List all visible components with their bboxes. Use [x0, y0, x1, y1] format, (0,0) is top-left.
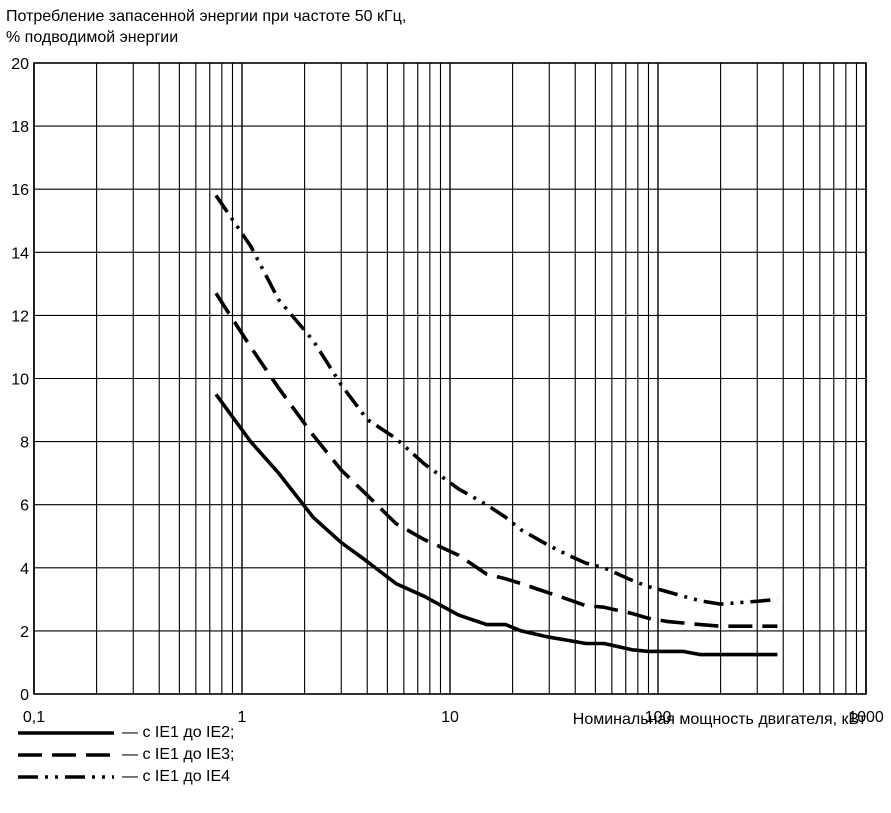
x-tick-label: 10	[441, 709, 459, 726]
plot-frame	[33, 62, 867, 695]
legend-item-ie3: — с IE1 до IE3;	[14, 744, 235, 766]
chart-title-line-2: % подводимой энергии	[6, 29, 179, 46]
chart-title-line-1: Потребление запасенной энергии при часто…	[6, 8, 407, 25]
y-tick-label: 20	[11, 56, 29, 73]
y-tick-label: 6	[20, 498, 29, 515]
x-tick-label: 1	[238, 709, 247, 726]
legend-item-ie2: — с IE1 до IE2;	[14, 722, 235, 744]
series-line-2	[214, 292, 778, 628]
y-tick-label: 18	[11, 119, 29, 136]
x-tick-label: 0,1	[23, 709, 45, 726]
legend-item-ie4: — с IE1 до IE4	[14, 766, 235, 788]
x-tick-label: 1000	[848, 709, 884, 726]
legend-swatch-solid	[18, 731, 114, 735]
legend-swatch-dash-dot-dot	[18, 775, 114, 779]
y-tick-label: 16	[11, 182, 29, 199]
y-tick-label: 8	[20, 435, 29, 452]
legend-label-ie2: — с IE1 до IE2;	[122, 724, 235, 741]
tick-labels: 0 2 4 6 8 10 12 14 16 18 20 0,1 1 10 100 1000	[11, 56, 884, 726]
legend-label-ie3: — с IE1 до IE3;	[122, 746, 235, 763]
y-tick-label: 4	[20, 561, 29, 578]
x-tick-label: 100	[645, 709, 672, 726]
series-line-1	[214, 393, 778, 657]
series-lines	[214, 194, 778, 657]
series-line-3	[214, 194, 778, 606]
y-tick-label: 14	[11, 245, 29, 262]
y-tick-label: 0	[20, 687, 29, 704]
legend-swatch-dashed	[18, 753, 114, 757]
grid	[33, 62, 867, 695]
legend-label-ie4: — с IE1 до IE4	[122, 768, 231, 785]
y-tick-label: 10	[11, 372, 29, 389]
legend: — с IE1 до IE2; — с IE1 до IE3; — с IE1 …	[14, 722, 235, 788]
y-tick-label: 12	[11, 308, 29, 325]
x-axis-label: Номинальная мощность двигателя, кВт	[573, 711, 867, 728]
y-tick-label: 2	[20, 624, 29, 641]
